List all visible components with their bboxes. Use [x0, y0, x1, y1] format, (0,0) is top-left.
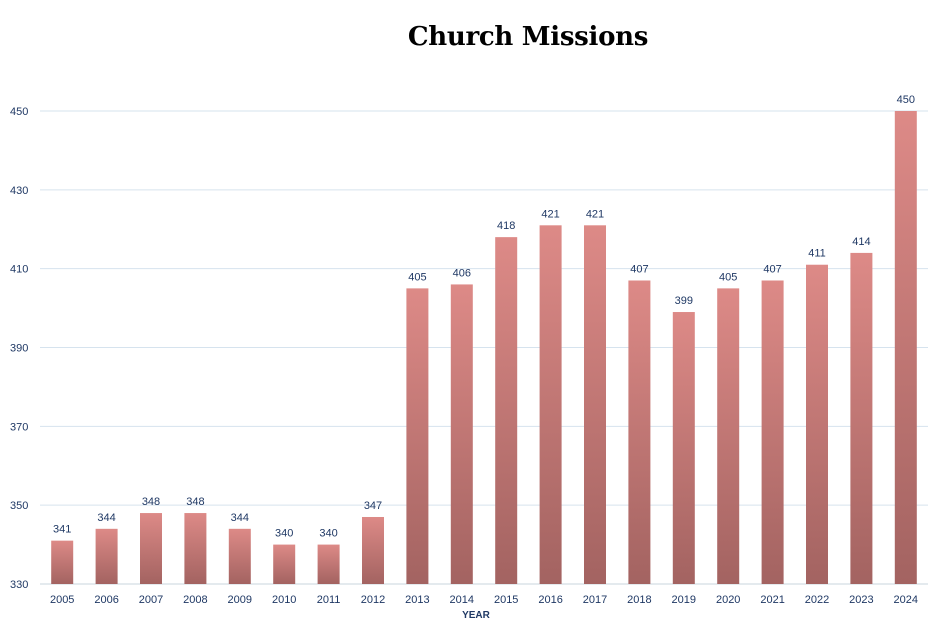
bar-2013 — [406, 288, 429, 584]
x-tick-label-2011: 2011 — [317, 594, 341, 606]
x-tick-label-2024: 2024 — [894, 594, 918, 606]
bar-2009 — [228, 528, 251, 584]
x-tick-label-2017: 2017 — [583, 594, 607, 606]
gridlines — [40, 110, 928, 585]
x-tick-label-2012: 2012 — [361, 594, 385, 606]
bars — [51, 111, 917, 584]
bar-2012 — [362, 516, 384, 584]
bar-2021 — [761, 280, 784, 584]
bar-2008 — [184, 513, 207, 584]
y-tick-label: 330 — [10, 579, 28, 591]
y-tick-label: 370 — [10, 421, 28, 433]
bar-2015 — [495, 237, 518, 584]
y-axis: 330 350 370 390 410 430 450 — [10, 106, 28, 591]
data-label-2015: 418 — [497, 220, 515, 232]
bar-2020 — [717, 288, 740, 584]
y-tick-label: 450 — [10, 106, 28, 118]
x-tick-label-2018: 2018 — [627, 594, 651, 606]
data-label-2021: 407 — [763, 263, 781, 275]
data-label-2024: 450 — [897, 94, 915, 106]
bar-2011 — [317, 544, 340, 584]
bar-2019 — [672, 312, 695, 584]
data-label-2006: 344 — [97, 512, 115, 524]
data-label-2018: 407 — [630, 263, 648, 275]
bar-2010 — [273, 544, 296, 584]
x-tick-label-2006: 2006 — [94, 594, 118, 606]
data-label-2005: 341 — [53, 524, 71, 536]
data-label-2010: 340 — [275, 528, 293, 540]
data-label-2008: 348 — [186, 496, 204, 508]
chart-title: Church Missions — [407, 22, 649, 52]
bar-2022 — [806, 264, 828, 584]
x-tick-label-2013: 2013 — [405, 594, 429, 606]
x-tick-label-2019: 2019 — [672, 594, 696, 606]
bar-2017 — [584, 225, 606, 584]
x-tick-label-2014: 2014 — [450, 594, 474, 606]
data-label-2023: 414 — [852, 236, 870, 248]
data-label-2013: 405 — [408, 271, 426, 283]
bar-2016 — [539, 225, 562, 584]
data-label-2017: 421 — [586, 208, 604, 220]
data-label-2012: 347 — [364, 500, 382, 512]
bar-2006 — [95, 528, 118, 584]
x-axis: 2005 2006 2007 2008 2009 2010 2011 2012 2013 2014… — [50, 594, 918, 606]
x-tick-label-2010: 2010 — [272, 594, 296, 606]
bar-2007 — [140, 513, 162, 584]
data-label-2020: 405 — [719, 271, 737, 283]
x-tick-label-2015: 2015 — [494, 594, 518, 606]
bar-2005 — [51, 540, 74, 584]
bar-2024 — [894, 111, 917, 584]
bar-2018 — [628, 280, 651, 584]
y-tick-label: 410 — [10, 264, 28, 276]
y-tick-label: 350 — [10, 500, 28, 512]
bar-2023 — [850, 252, 873, 584]
x-tick-label-2023: 2023 — [849, 594, 873, 606]
data-label-2022: 411 — [808, 248, 826, 260]
x-tick-label-2021: 2021 — [760, 594, 784, 606]
x-tick-label-2009: 2009 — [228, 594, 252, 606]
data-label-2014: 406 — [453, 267, 471, 279]
data-label-2009: 344 — [231, 512, 249, 524]
x-tick-label-2016: 2016 — [538, 594, 562, 606]
y-tick-label: 390 — [10, 343, 28, 355]
data-label-2019: 399 — [675, 295, 693, 307]
x-tick-label-2007: 2007 — [139, 594, 163, 606]
data-label-2016: 421 — [541, 208, 559, 220]
x-tick-label-2008: 2008 — [183, 594, 207, 606]
data-label-2011: 340 — [319, 528, 337, 540]
bar-2014 — [450, 284, 473, 584]
x-tick-label-2020: 2020 — [716, 594, 740, 606]
data-labels: 341 344 348 348 344 340 340 347 405 406 418 421 421 4… — [53, 94, 915, 540]
data-label-2007: 348 — [142, 496, 160, 508]
x-tick-label-2005: 2005 — [50, 594, 74, 606]
x-axis-title: YEAR — [462, 610, 491, 621]
x-tick-label-2022: 2022 — [805, 594, 829, 606]
y-tick-label: 430 — [10, 185, 28, 197]
